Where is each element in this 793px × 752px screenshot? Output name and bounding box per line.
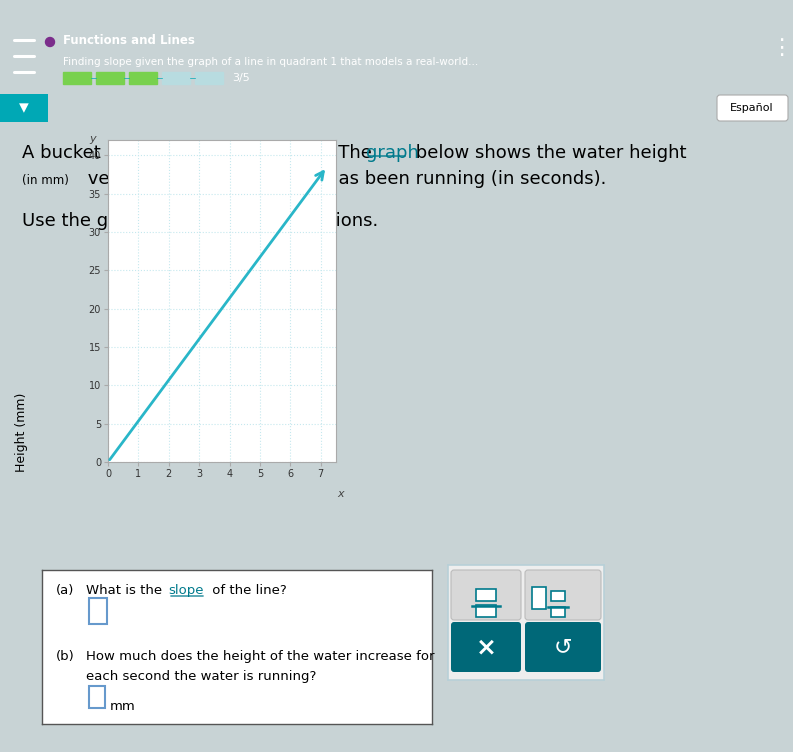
Bar [476, 589, 496, 601]
Text: of the line?: of the line? [208, 584, 287, 597]
Text: ×: × [476, 635, 496, 659]
Text: each second the water is running?: each second the water is running? [86, 670, 316, 683]
Bar [195, 72, 223, 84]
FancyBboxPatch shape [717, 95, 788, 121]
Text: What is the: What is the [86, 584, 167, 597]
FancyBboxPatch shape [451, 570, 521, 620]
Text: graph: graph [366, 144, 419, 162]
FancyBboxPatch shape [89, 598, 107, 624]
FancyBboxPatch shape [525, 570, 601, 620]
Text: ↺: ↺ [554, 637, 573, 657]
Text: versus the time the water has been running (in seconds).: versus the time the water has been runni… [82, 170, 607, 188]
Text: ▾: ▾ [19, 99, 29, 117]
Ellipse shape [45, 38, 55, 47]
Bar [532, 587, 546, 609]
Text: (a): (a) [56, 584, 75, 597]
Bar [96, 72, 124, 84]
Text: Time (seconds): Time (seconds) [174, 360, 270, 373]
Text: (in mm): (in mm) [22, 174, 69, 187]
Bar [162, 72, 190, 84]
Bar [551, 591, 565, 601]
Text: A bucket is being filled with water. The: A bucket is being filled with water. The [22, 144, 377, 162]
Text: slope: slope [168, 584, 204, 597]
Text: How much does the height of the water increase for: How much does the height of the water in… [86, 650, 435, 663]
FancyBboxPatch shape [451, 622, 521, 672]
FancyBboxPatch shape [89, 686, 105, 708]
FancyBboxPatch shape [0, 94, 48, 122]
Text: Functions and Lines: Functions and Lines [63, 34, 195, 47]
Text: (b): (b) [56, 650, 75, 663]
FancyBboxPatch shape [525, 622, 601, 672]
Text: ⋮: ⋮ [770, 38, 792, 58]
Bar [476, 605, 496, 617]
Text: 3/5: 3/5 [232, 73, 250, 83]
Bar [551, 607, 565, 617]
Text: below shows the water height: below shows the water height [410, 144, 687, 162]
Text: Español: Español [730, 103, 774, 113]
Bar [63, 72, 91, 84]
Text: Time (seconds): Time (seconds) [179, 704, 275, 717]
Text: Height (mm): Height (mm) [16, 393, 29, 472]
Text: x: x [338, 489, 344, 499]
Text: y: y [90, 134, 96, 144]
Text: mm: mm [110, 700, 136, 713]
Bar [129, 72, 157, 84]
Text: Finding slope given the graph of a line in quadrant 1 that models a real-world..: Finding slope given the graph of a line … [63, 57, 478, 67]
Text: Use the graph to answer the questions.: Use the graph to answer the questions. [22, 212, 378, 230]
